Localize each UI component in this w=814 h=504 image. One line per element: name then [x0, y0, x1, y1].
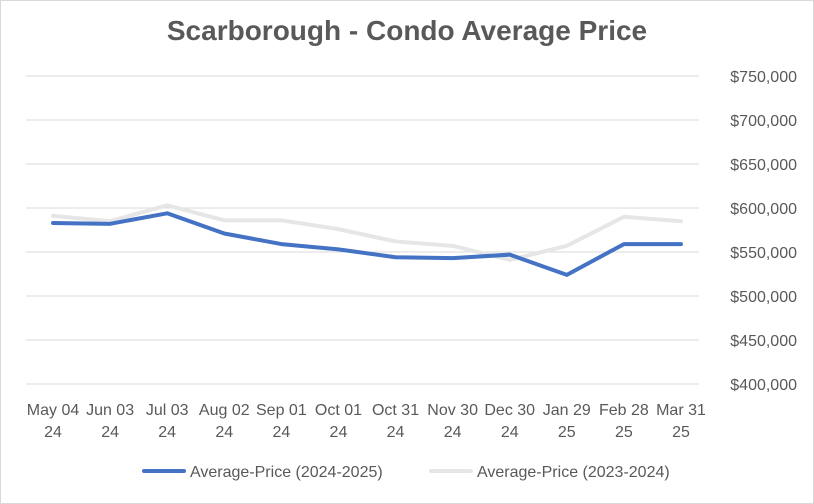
x-tick-label: Dec 30 24 — [484, 402, 535, 441]
x-tick-label: Aug 02 24 — [199, 402, 250, 441]
legend-label: Average-Price (2024-2025) — [190, 464, 383, 481]
x-tick-label: May 04 24 — [27, 402, 80, 441]
series-line — [51, 203, 683, 262]
y-tick-label: $550,000 — [730, 245, 797, 262]
chart-title: Scarborough - Condo Average Price — [166, 15, 648, 46]
y-tick-label: $600,000 — [730, 201, 797, 218]
series-line — [51, 211, 683, 277]
x-tick-label: Oct 01 24 — [315, 402, 362, 441]
y-tick-label: $450,000 — [730, 333, 797, 350]
y-tick-label: $700,000 — [730, 113, 797, 130]
y-tick-label: $500,000 — [730, 289, 797, 306]
x-tick-label: Mar 31 25 — [656, 402, 706, 441]
legend-label: Average-Price (2023-2024) — [477, 464, 670, 481]
x-tick-label: Oct 31 24 — [372, 402, 419, 441]
x-tick-label: Jul 03 24 — [146, 402, 189, 441]
x-tick-label: Jan 29 25 — [543, 402, 591, 441]
x-tick-label: Feb 28 25 — [599, 402, 649, 441]
x-tick-label: Nov 30 24 — [427, 402, 478, 441]
x-tick-label: Sep 01 24 — [256, 402, 307, 441]
y-tick-label: $750,000 — [730, 69, 797, 86]
y-tick-label: $650,000 — [730, 157, 797, 174]
y-tick-label: $400,000 — [730, 377, 797, 394]
x-tick-label: Jun 03 24 — [86, 402, 134, 441]
